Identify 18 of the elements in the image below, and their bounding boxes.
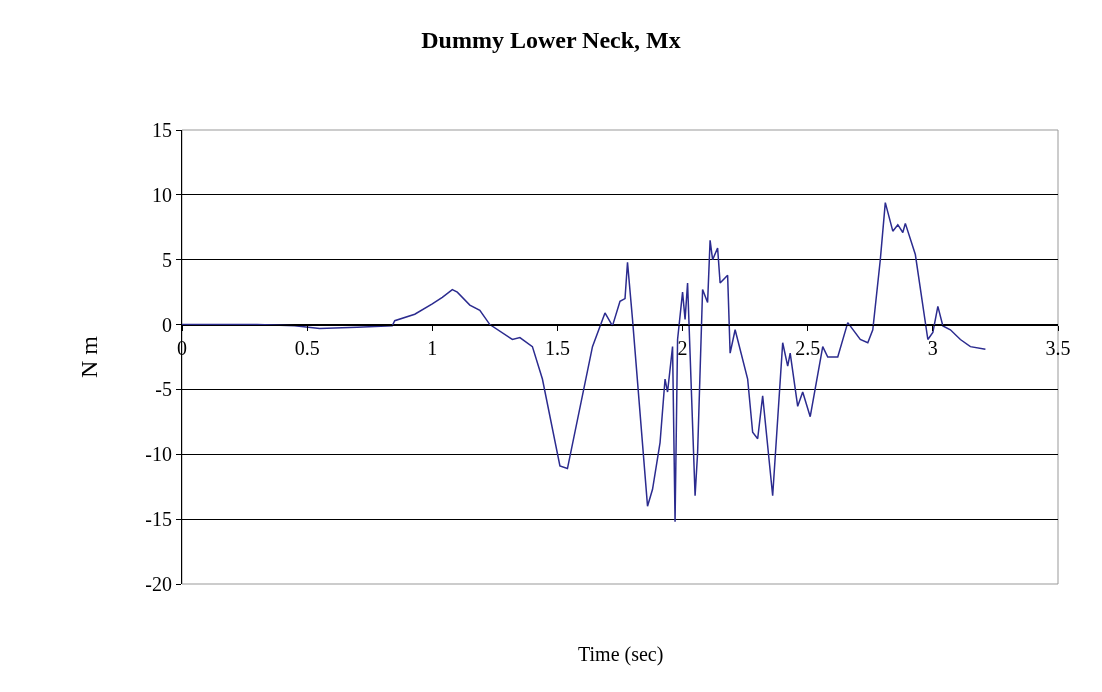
- x-tick-label: 1: [427, 336, 438, 359]
- chart-title: Dummy Lower Neck, Mx: [421, 27, 681, 54]
- y-tick-label: 10: [152, 183, 172, 206]
- x-tick-label: 3: [927, 336, 938, 359]
- y-tick-label: 15: [152, 119, 172, 141]
- y-tick-label: -5: [155, 378, 172, 401]
- y-axis-title: N m: [76, 335, 103, 378]
- y-tick-label: -10: [145, 443, 172, 466]
- x-tick-label: 3.5: [1045, 336, 1071, 359]
- y-tick-label: -20: [145, 573, 172, 595]
- x-tick-label: 1.5: [544, 336, 570, 359]
- y-tick-label: 0: [162, 313, 172, 336]
- x-axis-title: Time (sec): [578, 643, 664, 666]
- x-tick-label: 2.5: [795, 336, 821, 359]
- y-tick-label: 5: [162, 248, 172, 271]
- x-tick-label: 0.5: [294, 336, 320, 359]
- y-tick-label: -15: [145, 508, 172, 531]
- x-tick-label: 2: [677, 336, 688, 359]
